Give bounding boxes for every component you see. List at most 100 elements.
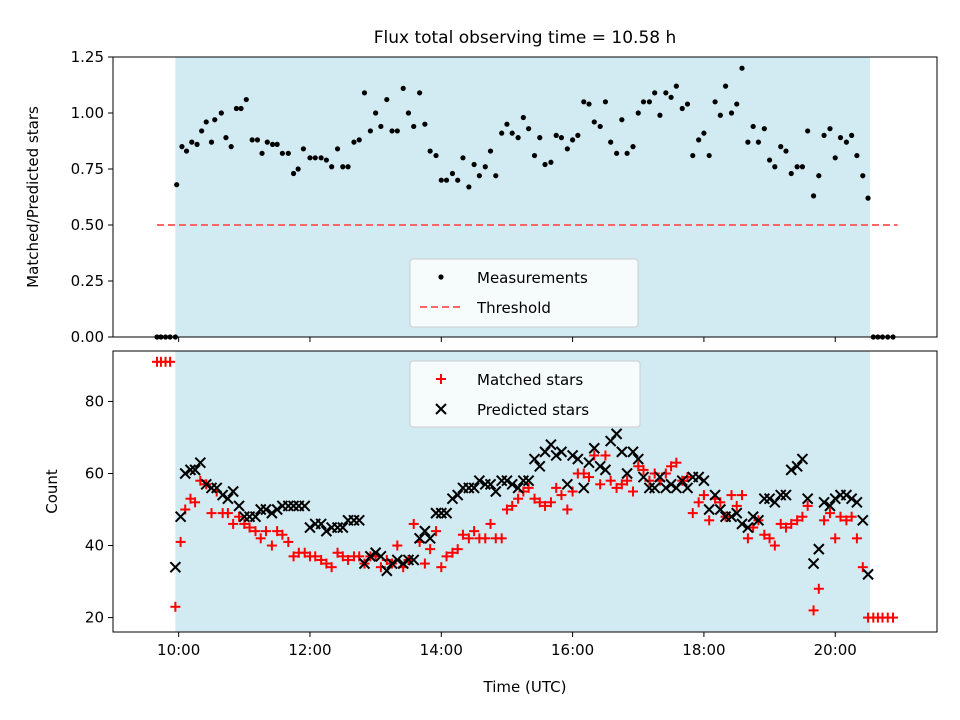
predicted-star-point bbox=[408, 554, 420, 566]
predicted-star-point bbox=[660, 482, 672, 494]
top-x-ticks bbox=[178, 337, 836, 342]
measurement-point bbox=[849, 132, 855, 138]
predicted-star-point bbox=[534, 460, 546, 472]
matched-star-point bbox=[436, 562, 447, 573]
predicted-star-point bbox=[304, 521, 316, 534]
measurement-point bbox=[259, 150, 265, 156]
measurement-point bbox=[712, 99, 718, 105]
measurement-point bbox=[734, 101, 740, 107]
predicted-star-point bbox=[375, 550, 387, 563]
predicted-star-point bbox=[703, 503, 715, 516]
matched-star-point bbox=[228, 518, 239, 529]
predicted-star-point bbox=[714, 503, 727, 516]
predicted-star-point bbox=[621, 467, 633, 480]
matched-star-point bbox=[480, 533, 491, 544]
measurement-point bbox=[318, 155, 324, 161]
matched-star-point bbox=[206, 508, 217, 519]
predicted-star-point bbox=[315, 518, 327, 530]
top-y-axis-label: Matched/Predicted stars bbox=[24, 106, 42, 288]
matched-star-point bbox=[469, 526, 480, 537]
matched-star-point bbox=[830, 533, 841, 544]
measurement-point bbox=[602, 99, 609, 105]
measurement-point bbox=[652, 90, 658, 96]
matched-star-point bbox=[792, 515, 803, 526]
measurement-point bbox=[334, 146, 341, 152]
predicted-star-point bbox=[506, 478, 518, 491]
matched-star-point bbox=[736, 490, 747, 501]
predicted-star-point bbox=[299, 500, 311, 512]
measurement-point bbox=[427, 148, 433, 154]
measurement-point bbox=[581, 99, 587, 105]
matched-star-point bbox=[819, 515, 830, 526]
matched-star-point bbox=[704, 515, 715, 526]
measurement-point bbox=[455, 177, 461, 183]
measurement-point bbox=[613, 150, 620, 156]
predicted-star-point bbox=[692, 471, 705, 483]
x-axis-label: Time (UTC) bbox=[483, 678, 567, 696]
matched-star-point bbox=[616, 479, 627, 490]
legend-measurements-label: Measurements bbox=[477, 269, 588, 287]
measurement-point bbox=[466, 184, 472, 190]
matched-star-point bbox=[485, 518, 496, 529]
predicted-star-point bbox=[616, 446, 628, 458]
matched-star-point bbox=[638, 464, 649, 475]
predicted-star-point bbox=[473, 474, 486, 487]
measurement-point bbox=[208, 139, 215, 145]
matched-star-point bbox=[170, 601, 181, 612]
predicted-star-point bbox=[857, 514, 869, 527]
predicted-star-point bbox=[583, 456, 595, 469]
matched-star-point bbox=[337, 551, 348, 562]
measurement-point bbox=[509, 130, 515, 136]
matched-star-point bbox=[441, 551, 452, 562]
predicted-star-point bbox=[179, 467, 191, 480]
matched-star-point bbox=[463, 533, 474, 544]
predicted-star-point bbox=[709, 489, 721, 501]
measurement-point bbox=[816, 173, 822, 179]
measurement-point bbox=[174, 182, 180, 188]
measurement-point bbox=[778, 144, 784, 150]
measurement-point bbox=[269, 141, 276, 147]
measurement-point bbox=[218, 110, 224, 116]
predicted-star-point bbox=[189, 464, 201, 476]
measurement-point bbox=[212, 117, 218, 123]
matched-star-point bbox=[496, 533, 507, 544]
matched-star-point bbox=[447, 547, 458, 558]
legend-measurement-marker bbox=[438, 274, 444, 280]
predicted-star-point bbox=[627, 446, 639, 458]
y-tick-label: 60 bbox=[85, 464, 104, 482]
measurement-point bbox=[228, 144, 234, 150]
predicted-star-point bbox=[599, 464, 612, 476]
top-y-axis: 0.00 0.25 0.50 0.75 1.00 1.25 bbox=[71, 48, 113, 346]
predicted-star-point bbox=[490, 485, 502, 498]
predicted-star-point bbox=[222, 492, 234, 505]
predicted-star-point bbox=[174, 511, 187, 523]
matched-star-point bbox=[628, 486, 639, 497]
matched-star-point bbox=[556, 490, 567, 501]
measurement-point bbox=[223, 135, 229, 141]
matched-star-point bbox=[343, 554, 354, 565]
top-panel: 0.00 0.25 0.50 0.75 1.00 1.25 Matched/Predict… bbox=[24, 48, 938, 346]
measurement-point bbox=[586, 101, 592, 107]
measurement-point bbox=[635, 110, 641, 116]
measurement-point bbox=[361, 90, 368, 96]
predicted-star-point bbox=[578, 482, 590, 494]
predicted-star-point bbox=[791, 460, 803, 472]
predicted-star-point bbox=[572, 453, 584, 465]
measurement-point bbox=[548, 159, 554, 165]
predicted-star-point bbox=[512, 482, 524, 494]
matched-star-point bbox=[392, 540, 403, 551]
measurement-point bbox=[194, 141, 200, 147]
matched-star-point bbox=[431, 526, 442, 537]
predicted-star-point bbox=[364, 550, 377, 563]
measurement-point bbox=[476, 173, 482, 179]
measurement-point bbox=[345, 164, 351, 170]
legend-predicted-label: Predicted stars bbox=[477, 401, 589, 419]
measurement-point bbox=[411, 123, 417, 130]
measurement-point bbox=[373, 110, 379, 116]
predicted-star-point bbox=[446, 492, 459, 505]
measurement-point bbox=[860, 173, 866, 179]
matched-star-point bbox=[824, 508, 835, 519]
predicted-star-point bbox=[845, 492, 858, 505]
measurement-point bbox=[772, 164, 778, 170]
predicted-star-point bbox=[725, 511, 738, 523]
